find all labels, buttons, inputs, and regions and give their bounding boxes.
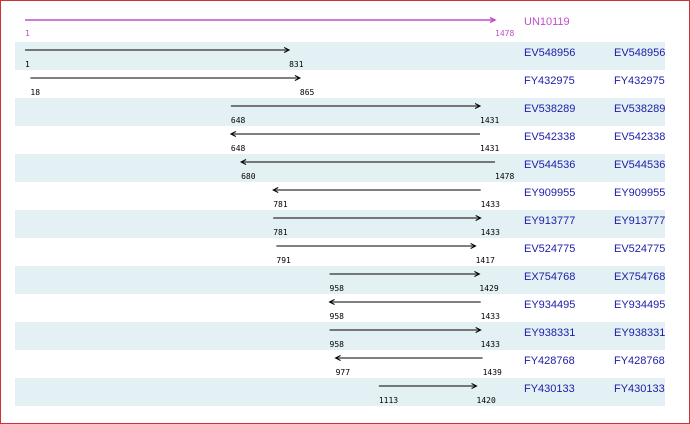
end-label: 1431 (480, 144, 499, 153)
start-label: 781 (273, 228, 288, 237)
start-label: 958 (330, 340, 345, 349)
sequence-id[interactable]: EY913777 (524, 215, 575, 227)
alignment-arrow (25, 47, 291, 53)
alignment-arrow (239, 159, 495, 165)
sequence-id[interactable]: FY432975 (524, 75, 575, 87)
end-label: 1429 (479, 284, 498, 293)
sequence-link[interactable]: EY909955 (614, 187, 665, 199)
alignment-arrow (328, 299, 481, 305)
start-label: 680 (241, 172, 256, 181)
sequence-link[interactable]: EX754768 (614, 271, 665, 283)
row-band (15, 378, 665, 406)
end-label: 831 (289, 60, 304, 69)
start-label: 958 (330, 284, 345, 293)
sequence-link[interactable]: EV548956 (614, 47, 665, 59)
end-label: 1420 (477, 396, 496, 405)
row-band (15, 42, 665, 70)
reference-name: UN10119 (524, 16, 570, 28)
end-label: 865 (300, 88, 315, 97)
row-band (15, 322, 665, 350)
alignment-arrow (229, 131, 481, 137)
row-band (15, 210, 665, 238)
start-label: 18 (30, 88, 40, 97)
start-label: 648 (231, 116, 246, 125)
sequence-id[interactable]: FY428768 (524, 355, 575, 367)
sequence-link[interactable]: EY934495 (614, 299, 665, 311)
sequence-id[interactable]: EV524775 (524, 243, 575, 255)
end-label: 1417 (476, 256, 495, 265)
sequence-link[interactable]: EV544536 (614, 159, 665, 171)
row-band (15, 154, 665, 182)
sequence-link[interactable]: FY430133 (614, 383, 665, 395)
row-band (15, 98, 665, 126)
start-label: 977 (336, 368, 351, 377)
reference-start: 1 (25, 29, 30, 38)
alignment-arrow (276, 243, 477, 249)
start-label: 1 (25, 60, 30, 69)
sequence-link[interactable]: FY428768 (614, 355, 665, 367)
sequence-link[interactable]: EY913777 (614, 215, 665, 227)
end-label: 1433 (481, 340, 500, 349)
end-label: 1433 (481, 200, 500, 209)
end-label: 1433 (481, 312, 500, 321)
alignment-arrow (30, 75, 302, 81)
start-label: 781 (273, 200, 288, 209)
sequence-id[interactable]: EV548956 (524, 47, 575, 59)
end-label: 1478 (495, 172, 514, 181)
sequence-id[interactable]: EY938331 (524, 327, 575, 339)
sequence-id[interactable]: EV544536 (524, 159, 575, 171)
start-label: 1113 (379, 396, 398, 405)
alignment-arrow (329, 327, 482, 333)
sequence-id[interactable]: EY934495 (524, 299, 575, 311)
alignment-arrow (334, 355, 483, 361)
end-label: 1439 (483, 368, 502, 377)
sequence-link[interactable]: EV538289 (614, 103, 665, 115)
sequence-id[interactable]: EX754768 (524, 271, 575, 283)
sequence-link[interactable]: EV524775 (614, 243, 665, 255)
alignment-arrow (329, 271, 481, 277)
alignment-arrow (273, 215, 482, 221)
sequence-id[interactable]: EV538289 (524, 103, 575, 115)
start-label: 958 (330, 312, 345, 321)
sequence-link[interactable]: EY938331 (614, 327, 665, 339)
start-label: 791 (276, 256, 291, 265)
end-label: 1431 (480, 116, 499, 125)
alignment-arrow (378, 383, 478, 389)
end-label: 1433 (481, 228, 500, 237)
sequence-link[interactable]: FY432975 (614, 75, 665, 87)
reference-arrow (25, 16, 497, 24)
alignment-arrow (230, 103, 482, 109)
reference-end: 1478 (495, 29, 514, 38)
sequence-id[interactable]: EV542338 (524, 131, 575, 143)
row-band (15, 266, 665, 294)
start-label: 648 (231, 144, 246, 153)
sequence-id[interactable]: EY909955 (524, 187, 575, 199)
sequence-id[interactable]: FY430133 (524, 383, 575, 395)
alignment-arrow (272, 187, 481, 193)
sequence-link[interactable]: EV542338 (614, 131, 665, 143)
